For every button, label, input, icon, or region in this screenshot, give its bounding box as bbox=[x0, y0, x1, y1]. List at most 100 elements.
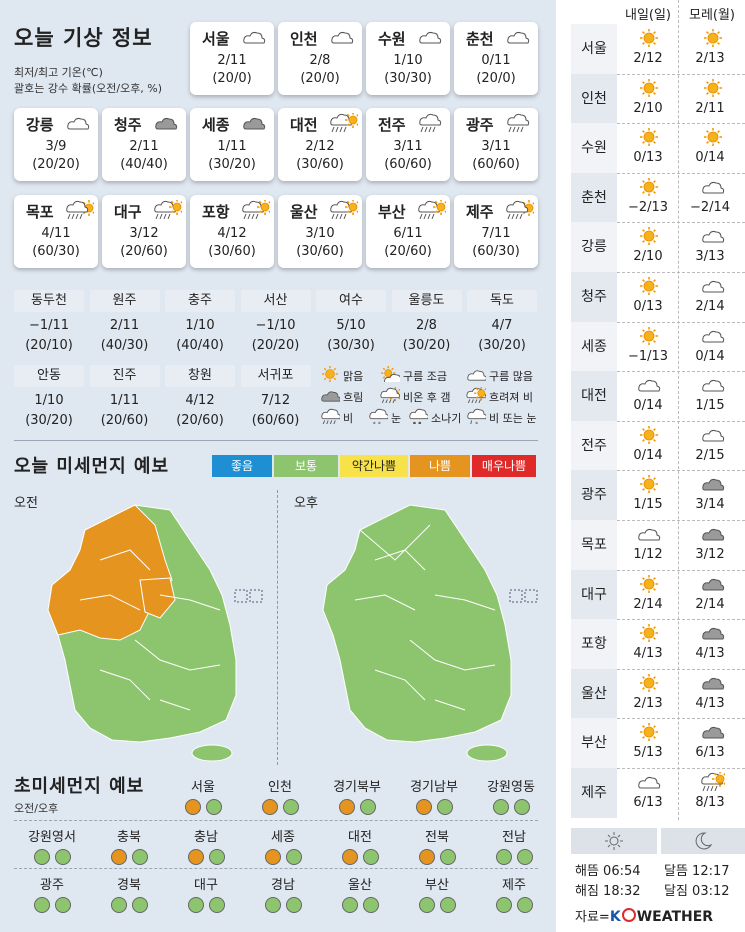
day1-temperature: 4/13 bbox=[633, 646, 663, 662]
legend-label: 비 또는 눈 bbox=[489, 411, 537, 425]
region-name: 세종 bbox=[271, 830, 295, 845]
legend-item: 흐림 bbox=[320, 387, 363, 406]
sun-icon bbox=[637, 226, 659, 246]
sun-rain-icon bbox=[701, 771, 728, 792]
day2-temperature: 8/13 bbox=[695, 795, 725, 810]
temperature: 2/11 bbox=[109, 318, 140, 333]
sun-rain-icon bbox=[418, 199, 449, 222]
ultrafine-region: 부산 bbox=[398, 874, 476, 926]
snow-icon: * * bbox=[368, 408, 389, 428]
moon-box bbox=[661, 828, 745, 854]
region-name: 서울 bbox=[191, 780, 215, 795]
morning-level-dot bbox=[33, 897, 50, 913]
cloudy-icon bbox=[637, 375, 661, 395]
region-name: 경북 bbox=[117, 878, 141, 893]
rain-probability: (20/60) bbox=[120, 244, 168, 259]
rain-probability-note: 괄호는 강수 확률(오전/오후, %) bbox=[14, 82, 163, 95]
afternoon-level-dot bbox=[439, 849, 456, 865]
ultrafine-region: 대구 bbox=[167, 874, 245, 926]
temperature: 0/11 bbox=[481, 53, 511, 68]
ultrafine-region: 강원영서 bbox=[13, 826, 91, 878]
city-name: 서울 bbox=[571, 24, 617, 74]
legend-label: 눈 bbox=[391, 411, 402, 425]
forecast-row: 인천 2/10 2/11 bbox=[571, 73, 745, 124]
map-divider bbox=[277, 490, 278, 765]
city-name: 세종 bbox=[571, 321, 617, 372]
morning-level-dot bbox=[264, 897, 281, 913]
forecast-row: 강릉 2/10 3/13 bbox=[571, 222, 745, 273]
region-name: 광주 bbox=[40, 878, 64, 893]
rain-probability: (30/30) bbox=[327, 338, 375, 353]
rain-icon bbox=[320, 408, 341, 427]
sun-icon bbox=[637, 425, 659, 445]
divider bbox=[14, 440, 538, 441]
city-card: 강릉 3/9 (20/20) bbox=[14, 108, 98, 181]
sun-icon bbox=[701, 28, 723, 48]
city-name: 전주 bbox=[378, 116, 406, 134]
day2-temperature: 3/13 bbox=[695, 249, 725, 265]
cloudy-icon bbox=[637, 524, 661, 544]
morning-level-dot bbox=[495, 849, 512, 865]
rain-probability: (20/0) bbox=[212, 71, 252, 86]
forecast-row: 포항 4/13 4/13 bbox=[571, 619, 745, 670]
city-name: 진주 bbox=[89, 365, 160, 387]
afternoon-level-dot bbox=[205, 799, 222, 815]
city-name: 청주 bbox=[571, 272, 617, 322]
afternoon-level-dot bbox=[131, 849, 148, 865]
sunrise-text: 해뜸 06:54 bbox=[575, 864, 641, 879]
morning-level-dot bbox=[495, 897, 512, 913]
jeju-island-afternoon bbox=[466, 744, 508, 762]
row-divider bbox=[617, 172, 745, 174]
day2-temperature: 2/14 bbox=[695, 596, 725, 612]
city-name: 강릉 bbox=[26, 116, 54, 134]
row-divider bbox=[617, 668, 745, 670]
sun-rain-icon bbox=[154, 199, 185, 222]
ultrafine-region: 경기북부 bbox=[318, 776, 396, 828]
city-name: 목포 bbox=[26, 203, 54, 221]
sun-icon bbox=[637, 574, 659, 594]
forecast-row: 광주 1/15 3/14 bbox=[571, 470, 745, 521]
temperature: 4/12 bbox=[217, 226, 247, 241]
city-name: 동두천 bbox=[14, 290, 84, 312]
city-name: 여수 bbox=[316, 290, 386, 312]
sun-rain-icon bbox=[242, 199, 273, 222]
morning-level-dot bbox=[418, 897, 435, 913]
sun-icon bbox=[320, 366, 340, 385]
region-name: 충북 bbox=[117, 830, 141, 845]
city-name: 인천 bbox=[571, 73, 617, 124]
rain-probability: (30/60) bbox=[296, 157, 344, 172]
day2-temperature: 2/15 bbox=[695, 447, 725, 463]
legend-item: * 비 또는 눈 bbox=[466, 408, 537, 428]
afternoon-label: 오후 bbox=[294, 496, 318, 511]
rain-probability: (30/20) bbox=[402, 338, 451, 353]
legend-label: 소나기 bbox=[431, 411, 462, 425]
city-name: 부산 bbox=[378, 203, 406, 221]
dust-level-swatch: 약간나쁨 bbox=[340, 455, 408, 477]
ultrafine-region: 서울 bbox=[164, 776, 242, 828]
legend-item: 소나기 bbox=[408, 408, 461, 427]
rain-sun-icon bbox=[506, 200, 537, 222]
city-name: 포항 bbox=[571, 619, 617, 670]
region-borders-afternoon bbox=[354, 524, 496, 711]
sun-outline-icon bbox=[605, 832, 623, 850]
row-divider bbox=[617, 73, 745, 75]
afternoon-level-dot bbox=[516, 897, 533, 913]
ultrafine-region: 경남 bbox=[244, 874, 322, 926]
city-name: 인천 bbox=[290, 30, 318, 48]
morning-level-dot bbox=[187, 849, 204, 865]
row-divider bbox=[617, 272, 745, 273]
legend-label: 구름 조금 bbox=[403, 369, 447, 383]
legend-item: 비 bbox=[320, 408, 353, 427]
row-divider bbox=[617, 569, 745, 571]
day2-temperature: 3/14 bbox=[695, 497, 725, 513]
rain-probability: (60/60) bbox=[472, 157, 520, 172]
svg-text:*: * bbox=[475, 421, 478, 424]
temperature: 3/10 bbox=[305, 226, 335, 241]
ultrafine-region: 대전 bbox=[321, 826, 399, 878]
city-name: 울산 bbox=[571, 668, 617, 719]
region-name: 경남 bbox=[271, 878, 295, 893]
cloudy-icon bbox=[242, 27, 268, 49]
forecast-row: 세종 −1/13 0/14 bbox=[571, 321, 745, 372]
rain-probability: (20/10) bbox=[25, 338, 73, 353]
afternoon-level-dot bbox=[131, 897, 148, 913]
